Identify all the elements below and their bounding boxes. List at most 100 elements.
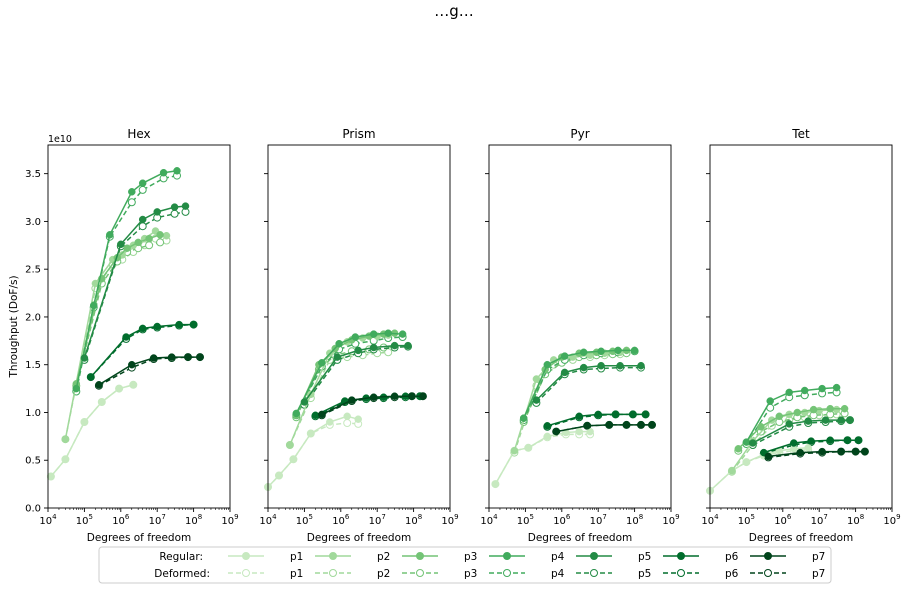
series-line <box>50 384 134 477</box>
data-point <box>61 455 70 464</box>
data-point <box>122 333 130 341</box>
legend-marker-p5 <box>590 569 598 577</box>
data-point <box>796 448 804 457</box>
series-p7-regular <box>764 447 869 461</box>
x-tick-label: 104 <box>259 513 277 527</box>
data-point <box>117 240 125 249</box>
y-tick-label: 1.5 <box>25 360 41 371</box>
y-tick-label: 1.0 <box>25 408 41 419</box>
series-line <box>752 419 851 446</box>
x-tick-label: 104 <box>701 513 719 527</box>
series-p2-deformed <box>61 234 171 444</box>
series-line <box>494 430 591 485</box>
data-point <box>854 436 863 444</box>
data-point <box>804 444 812 452</box>
x-tick-label: 106 <box>553 513 571 527</box>
legend-marker-p7 <box>764 552 772 560</box>
x-tick-label: 106 <box>774 513 792 527</box>
legend-label-p5: p5 <box>638 568 651 580</box>
data-point <box>138 185 147 194</box>
panel-title: Pyr <box>570 127 589 141</box>
data-point <box>286 441 294 449</box>
legend-label-p2: p2 <box>377 551 390 563</box>
x-axis-label: Degrees of freedom <box>749 532 854 544</box>
panel-pyr: Pyr 104 105 106 107 108 109 Degrees of freedom <box>480 127 679 544</box>
legend-label-p4: p4 <box>551 551 565 563</box>
data-point <box>175 320 183 329</box>
x-tick-label: 105 <box>517 513 534 527</box>
data-point <box>300 398 309 406</box>
data-point <box>630 346 639 355</box>
series-p6-regular <box>543 410 650 430</box>
data-point <box>307 429 315 438</box>
data-point <box>348 396 356 404</box>
data-point <box>343 412 351 421</box>
data-point <box>826 404 834 413</box>
x-tick-label: 105 <box>296 513 313 527</box>
data-point <box>832 405 841 414</box>
series-p5-regular <box>80 202 190 362</box>
data-point <box>790 439 798 447</box>
data-point <box>575 412 583 421</box>
data-point <box>579 348 588 357</box>
series-line <box>90 323 194 378</box>
panels: Hex 104 105 106 107 108 109 0.0 0.5 1.0 1.5 2.0 2.5 3… <box>8 127 901 544</box>
x-axis-label: Degrees of freedom <box>528 532 633 544</box>
data-point <box>804 417 812 425</box>
data-point <box>61 435 70 443</box>
data-point <box>80 418 89 426</box>
data-point <box>196 353 204 361</box>
series-p6-regular <box>87 320 198 381</box>
data-point <box>840 404 849 413</box>
data-point <box>851 447 860 456</box>
data-point <box>47 472 55 481</box>
data-point <box>818 384 826 393</box>
series-p4-regular <box>742 383 841 446</box>
series-line <box>763 439 859 455</box>
data-point <box>404 341 412 350</box>
data-point <box>390 392 399 400</box>
legend-label-p6: p6 <box>725 551 739 563</box>
series-p1-regular <box>264 412 362 491</box>
legend-label-p6: p6 <box>725 568 739 580</box>
data-point <box>543 422 552 430</box>
data-point <box>87 373 95 381</box>
data-point <box>614 346 622 355</box>
data-point <box>543 432 552 441</box>
data-point <box>173 167 181 175</box>
x-tick-label: 104 <box>480 513 498 527</box>
data-point <box>115 384 123 393</box>
legend-marker-p1 <box>242 552 250 560</box>
legend-label-p1: p1 <box>290 568 303 580</box>
data-point <box>123 244 131 252</box>
data-point <box>335 339 343 348</box>
y-axis-label: Throughput (DoF/s) <box>8 275 20 378</box>
series-p5-regular <box>300 341 412 406</box>
data-point <box>159 168 168 177</box>
panel-title: Hex <box>127 127 150 141</box>
data-point <box>749 439 757 447</box>
data-point <box>369 330 378 338</box>
data-point <box>189 320 198 329</box>
data-point <box>832 383 841 392</box>
series-line <box>98 356 200 387</box>
series-line <box>64 237 167 440</box>
data-point <box>318 359 326 367</box>
data-point <box>145 241 154 250</box>
data-point <box>156 231 164 239</box>
legend-marker-p5 <box>590 552 598 560</box>
panel-tet: Tet 104 105 106 107 108 109 Degrees of freedom <box>701 127 900 544</box>
series-p4-regular <box>72 167 181 393</box>
plot-frame <box>267 144 451 509</box>
data-point <box>560 368 569 377</box>
data-point <box>742 458 751 466</box>
legend-label-p4: p4 <box>551 568 565 580</box>
data-point <box>153 208 161 216</box>
y-tick-label: 0.0 <box>25 504 41 515</box>
data-point <box>491 480 500 488</box>
series-p1-regular <box>47 381 138 481</box>
x-tick-label: 107 <box>369 513 386 527</box>
data-point <box>354 346 362 355</box>
data-point <box>837 447 845 456</box>
y-tick-label: 2.0 <box>25 312 41 323</box>
